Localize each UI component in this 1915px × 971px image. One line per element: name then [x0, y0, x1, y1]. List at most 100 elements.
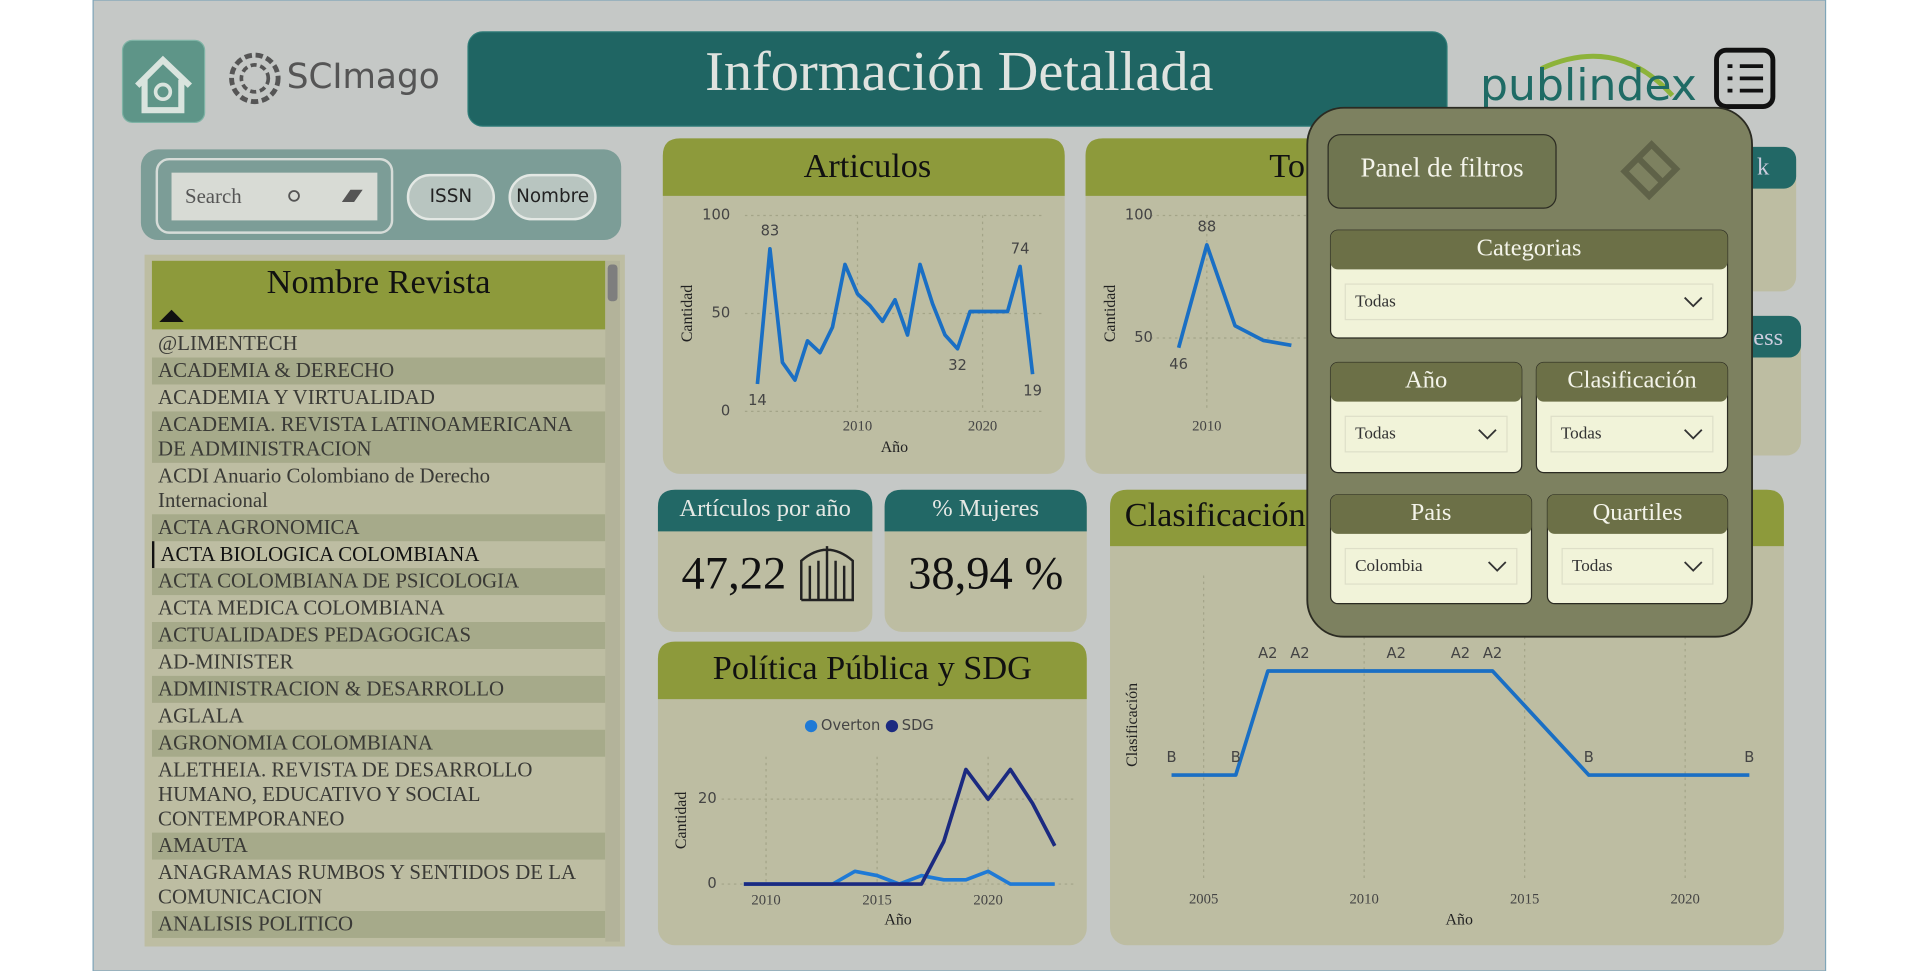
- dropdown-chevron[interactable]: [1684, 429, 1703, 440]
- panel-title: Panel de filtros: [1360, 152, 1523, 182]
- x-tick-label: 2010: [1192, 419, 1221, 435]
- series-line: [743, 767, 1057, 886]
- data-label: A2: [1483, 645, 1502, 662]
- menu-icon: [1714, 47, 1776, 109]
- kpi-header: [884, 489, 1087, 532]
- card-header: [662, 138, 1065, 196]
- legend-marker: [885, 719, 899, 733]
- chart-title: To: [1269, 147, 1305, 185]
- chart-card: [662, 138, 1065, 474]
- panel-button[interactable]: [1327, 134, 1557, 209]
- legend-label: SDG: [902, 717, 934, 734]
- filter-header: [1330, 494, 1532, 534]
- chart-card: [657, 641, 1087, 946]
- dropdown[interactable]: [1344, 547, 1518, 585]
- y-tick-label: 20: [698, 790, 717, 807]
- journal-row[interactable]: @LIMENTECH: [158, 331, 298, 356]
- scroll-thumb[interactable]: [607, 264, 618, 302]
- x-tick-label: 2020: [973, 893, 1002, 909]
- data-label: 19: [1023, 382, 1042, 399]
- chart-title: Articulos: [804, 147, 932, 185]
- list-rows: @LIMENTECH ACADEMIA & DERECHO ACADEMIA Y V…: [151, 331, 606, 938]
- journal-row[interactable]: ACTA MEDICA COLOMBIANA: [158, 596, 445, 620]
- eraser-icon[interactable]: [1620, 140, 1681, 201]
- y-axis-label: Cantidad: [673, 792, 690, 849]
- filter-button[interactable]: [508, 173, 597, 221]
- logo-ring: [229, 52, 281, 105]
- journal-row[interactable]: AGLALA: [158, 704, 244, 728]
- series-line: [755, 246, 1035, 385]
- menu-button[interactable]: [1714, 47, 1776, 109]
- dropdown-value: Todas: [1572, 556, 1613, 575]
- title-bar: [467, 31, 1448, 127]
- x-tick-label: 2015: [1510, 891, 1539, 907]
- data-label: A2: [1387, 645, 1406, 662]
- data-label: 46: [1169, 356, 1188, 373]
- journal-row[interactable]: ACADEMIA. REVISTA LATINOAMERICANA DE ADM…: [151, 411, 606, 463]
- y-tick-label: 0: [707, 875, 716, 892]
- home-icon: [153, 82, 173, 102]
- journal-row[interactable]: ACTA BIOLOGICA COLOMBIANA: [151, 541, 605, 569]
- journal-row[interactable]: AD-MINISTER: [158, 650, 294, 674]
- filter-header: [1330, 362, 1522, 402]
- dropdown-chevron[interactable]: [1684, 561, 1703, 572]
- dropdown[interactable]: [1550, 415, 1714, 453]
- dropdown[interactable]: [1344, 283, 1714, 321]
- data-label: A2: [1290, 645, 1309, 662]
- journal-row[interactable]: ACTA COLOMBIANA DE PSICOLOGIA: [151, 568, 606, 596]
- data-label: B: [1744, 749, 1754, 766]
- search-icon[interactable]: [288, 190, 300, 202]
- home-icon: [135, 55, 193, 114]
- x-axis-label: Año: [884, 911, 911, 928]
- clear-icon[interactable]: [341, 189, 363, 203]
- filter-label: Quartiles: [1593, 499, 1683, 526]
- dropdown[interactable]: [1344, 415, 1508, 453]
- journal-row[interactable]: AGRONOMIA COLOMBIANA: [151, 729, 606, 757]
- journal-row[interactable]: ACDI Anuario Colombiano de Derecho Inter…: [158, 464, 491, 512]
- button-label: ISSN: [430, 186, 472, 207]
- filter-header: [1330, 230, 1728, 270]
- x-tick-label: 2010: [843, 419, 872, 435]
- dropdown-chevron[interactable]: [1684, 296, 1703, 308]
- data-label: B: [1231, 749, 1241, 766]
- y-axis-label: Cantidad: [1102, 285, 1119, 342]
- x-tick-label: 2020: [968, 419, 997, 435]
- journal-row[interactable]: ANALISIS POLITICO: [151, 911, 606, 938]
- journal-row[interactable]: ANAGRAMAS RUMBOS Y SENTIDOS DE LA COMUNI…: [158, 860, 575, 909]
- journal-row[interactable]: ACADEMIA Y VIRTUALIDAD: [158, 385, 435, 409]
- publindex-text: publindex: [1480, 60, 1697, 111]
- list-title: Nombre Revista: [267, 263, 491, 301]
- data-label: A2: [1258, 645, 1277, 662]
- dropdown-chevron[interactable]: [1478, 429, 1497, 440]
- publindex-swoosh: [1540, 53, 1675, 98]
- journal-row[interactable]: AMAUTA: [151, 832, 606, 860]
- journal-row[interactable]: ACTA AGRONOMICA: [151, 514, 606, 542]
- data-label: B: [1167, 749, 1177, 766]
- dropdown-value: Colombia: [1355, 556, 1423, 575]
- scrollbar[interactable]: [605, 260, 620, 942]
- filter-button[interactable]: [406, 173, 495, 221]
- filter-header: [1536, 362, 1728, 402]
- kpi-value: 47,22: [682, 549, 787, 600]
- kpi-title: Artículos por año: [679, 495, 850, 522]
- journal-row[interactable]: ADMINISTRACION & DESARROLLO: [151, 675, 606, 703]
- y-tick-label: 50: [1134, 329, 1153, 346]
- y-axis-label: Cantidad: [679, 285, 696, 342]
- home-button[interactable]: [121, 39, 206, 124]
- journal-row[interactable]: ACADEMIA & DERECHO: [151, 357, 606, 385]
- journal-row[interactable]: ACTUALIDADES PEDAGOGICAS: [151, 622, 606, 649]
- journal-row[interactable]: ALETHEIA. REVISTA DE DESARROLLO HUMANO, …: [158, 757, 533, 831]
- filters: Categorias Todas Año Todas Clasificación Toda…: [1329, 229, 1729, 605]
- sort-arrow[interactable]: [159, 309, 184, 323]
- dropdown-chevron[interactable]: [1487, 561, 1507, 572]
- kpi-group: Artículos por año 47,22 % Mujeres 38,94 %: [657, 489, 1087, 632]
- dropdown-value: Todas: [1355, 424, 1396, 443]
- dropdown-value: Todas: [1561, 424, 1602, 443]
- kpi-icon: [800, 546, 854, 602]
- logo-ring: [239, 63, 271, 94]
- card-header: [657, 641, 1087, 700]
- x-axis-label: Año: [1446, 911, 1473, 928]
- search-input[interactable]: [171, 172, 378, 221]
